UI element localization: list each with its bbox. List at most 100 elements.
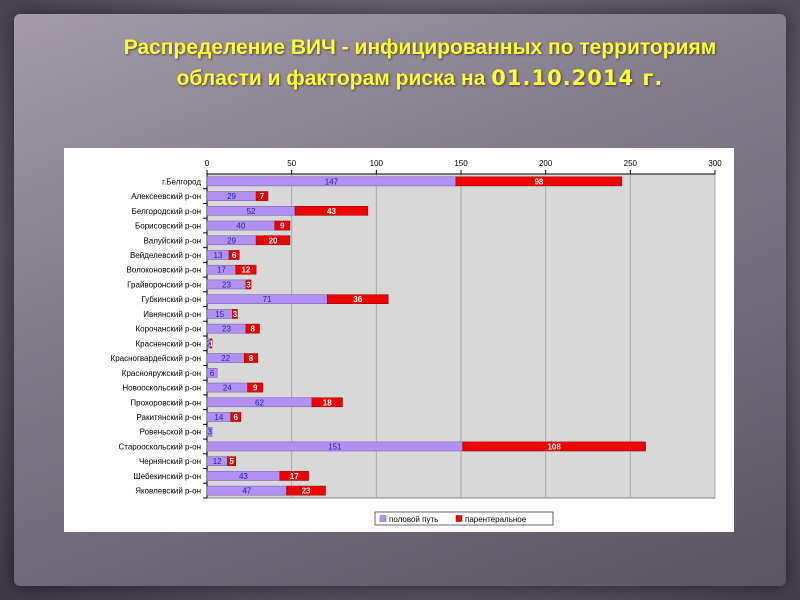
bar-parenteral (274, 220, 291, 231)
x-tick-label: 0 (205, 159, 210, 168)
bar-parenteral (228, 250, 240, 260)
category-label: Яковлевский р-он (135, 487, 201, 496)
category-label: Краснояружский р-он (122, 369, 201, 378)
legend-swatch-sexual (379, 515, 387, 522)
data-label-sexual: 13 (214, 251, 223, 260)
data-label-parenteral: 3 (246, 280, 251, 289)
data-label-parenteral: 43 (327, 207, 336, 216)
data-label-sexual: 52 (247, 207, 256, 216)
data-label-parenteral: 6 (234, 413, 239, 422)
x-tick-label: 250 (624, 159, 638, 168)
data-label-sexual: 24 (223, 384, 232, 393)
category-label: Валуйский р-он (143, 236, 201, 245)
data-label-parenteral: 1 (209, 339, 214, 348)
slide-title: Распределение ВИЧ - инфицированных по те… (40, 32, 800, 94)
data-label-sexual: 29 (227, 236, 236, 245)
data-label-sexual: 43 (239, 472, 248, 481)
data-label-parenteral: 98 (534, 177, 543, 186)
data-label-sexual: 14 (214, 413, 223, 422)
category-label: Борисовский р-он (135, 222, 201, 231)
data-label-parenteral: 12 (241, 266, 250, 275)
bar-parenteral (247, 382, 264, 393)
data-label-sexual: 47 (242, 487, 251, 496)
category-label: Новооскольский р-он (122, 384, 201, 393)
data-label-parenteral: 36 (353, 295, 362, 304)
bar-parenteral (245, 323, 260, 334)
data-label-sexual: 40 (236, 222, 245, 231)
data-label-sexual: 12 (213, 457, 222, 466)
legend-swatch-parenteral (455, 515, 463, 522)
data-label-sexual: 17 (217, 266, 226, 275)
data-label-sexual: 3 (207, 428, 212, 437)
legend-box (374, 511, 554, 526)
category-label: Чернянский р-он (139, 457, 201, 466)
bar-parenteral (326, 294, 389, 304)
category-label: Красногвардейский р-он (111, 354, 201, 363)
category-label: Белгородский р-он (132, 207, 201, 216)
data-label-sexual: 15 (215, 310, 224, 319)
bar-parenteral (294, 206, 369, 216)
data-label-sexual: 147 (325, 177, 339, 186)
bar-parenteral (286, 485, 326, 496)
data-label-parenteral: 17 (290, 472, 299, 481)
data-label-sexual: 2 (206, 339, 211, 348)
legend-label-sexual: половой путь (389, 515, 438, 524)
data-label-parenteral: 8 (250, 325, 255, 334)
bar-sexual (206, 368, 218, 378)
data-label-parenteral: 7 (260, 192, 265, 201)
data-label-sexual: 62 (255, 398, 264, 407)
bar-parenteral (210, 338, 213, 349)
category-label: Грайворонский р-он (127, 280, 201, 289)
data-label-parenteral: 9 (280, 222, 285, 231)
bar-parenteral (244, 353, 259, 363)
data-label-sexual: 23 (222, 325, 231, 334)
data-label-parenteral: 3 (233, 310, 238, 319)
category-label: Шебекинский р-он (133, 472, 201, 481)
bar-parenteral (235, 264, 257, 275)
bar-parenteral (455, 176, 623, 187)
category-label: Ровеньской р-он (140, 428, 201, 437)
category-label: Губкинский р-он (142, 295, 202, 304)
data-label-parenteral: 6 (232, 251, 237, 260)
bar-parenteral (311, 397, 343, 408)
category-label: Прохоровский р-он (130, 398, 201, 407)
category-label: Старооскольский р-он (119, 442, 202, 451)
bar-parenteral (279, 471, 309, 481)
x-tick-label: 300 (708, 159, 722, 168)
data-label-parenteral: 18 (323, 398, 332, 407)
data-label-sexual: 151 (328, 442, 342, 451)
data-label-sexual: 23 (222, 280, 231, 289)
category-label: Ивнянский р-он (143, 310, 201, 319)
bar-parenteral (255, 191, 269, 201)
bar-parenteral (232, 309, 238, 319)
data-label-sexual: 6 (210, 369, 215, 378)
data-label-parenteral: 8 (249, 354, 254, 363)
title-line-1: Распределение ВИЧ - инфицированных по те… (123, 36, 717, 59)
category-label: г.Белгород (162, 177, 201, 186)
category-label: Красненский р-он (136, 339, 201, 348)
category-label: Корочанский р-он (135, 325, 201, 334)
data-label-sexual: 29 (227, 192, 236, 201)
category-label: Алексеевский р-он (131, 192, 201, 201)
x-tick-label: 50 (287, 159, 296, 168)
data-label-parenteral: 23 (302, 487, 311, 496)
data-label-sexual: 22 (221, 354, 230, 363)
x-tick-label: 200 (539, 159, 553, 168)
bar-sexual (206, 426, 213, 437)
data-label-parenteral: 20 (269, 236, 278, 245)
legend-label-parenteral: парентеральное (465, 515, 527, 524)
data-label-sexual: 71 (263, 295, 272, 304)
x-tick-label: 150 (454, 159, 468, 168)
data-label-parenteral: 5 (229, 457, 234, 466)
bar-parenteral (230, 412, 242, 422)
legend: половой путь парентеральное (374, 511, 554, 526)
category-label: Ракитянский р-он (136, 413, 201, 422)
bar-parenteral (245, 279, 252, 290)
data-label-parenteral: 9 (253, 384, 258, 393)
category-label: Вейделевский р-он (130, 251, 201, 260)
data-label-parenteral: 108 (547, 442, 561, 451)
category-label: Волоконовский р-он (126, 266, 201, 275)
bar-parenteral (227, 456, 237, 466)
bar-parenteral (462, 441, 646, 452)
